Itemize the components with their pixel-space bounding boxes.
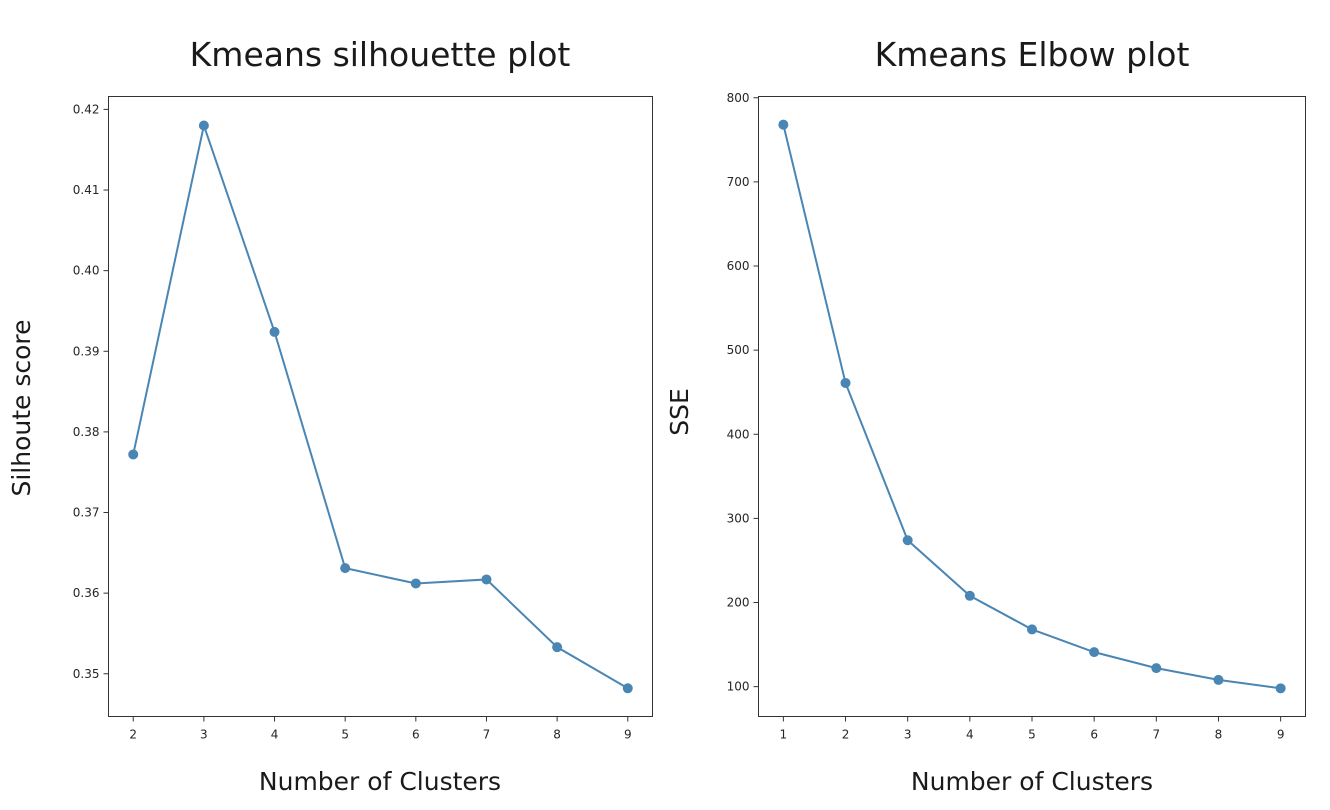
- elbow-plot-data-point: [1275, 683, 1286, 694]
- silhouette-plot-x-tick-label: 9: [624, 728, 632, 742]
- elbow-plot-data-point: [778, 119, 789, 130]
- silhouette-plot-y-tick-label: 0.39: [73, 344, 100, 358]
- silhouette-plot-data-point: [340, 563, 351, 574]
- elbow-plot-data-point: [1089, 647, 1100, 658]
- silhouette-plot-x-tick-label: 3: [200, 728, 208, 742]
- elbow-plot-x-tick-label: 5: [1028, 728, 1036, 742]
- silhouette-plot-series: [128, 120, 633, 694]
- silhouette-plot-y-tick-label: 0.41: [73, 183, 100, 197]
- elbow-plot-panel: Kmeans Elbow plot Number of Clusters SSE…: [665, 35, 1306, 796]
- elbow-plot-series-line: [782, 124, 1281, 690]
- elbow-plot-x-tick-label: 8: [1215, 728, 1223, 742]
- elbow-plot-y-tick-label: 700: [727, 175, 750, 189]
- elbow-plot-x-tick-label: 9: [1277, 728, 1285, 742]
- silhouette-plot-data-point: [481, 574, 492, 585]
- elbow-plot-y-tick-label: 800: [727, 91, 750, 105]
- elbow-plot-ticks: 1 2 3 4 5 6 7 8 9 100 200 300 400 500 600 700 800: [727, 91, 1285, 742]
- elbow-plot-data-point: [964, 590, 975, 601]
- silhouette-plot-y-tick-label: 0.35: [73, 667, 100, 681]
- elbow-plot-data-point: [902, 535, 913, 546]
- silhouette-plot-data-point: [128, 449, 139, 460]
- silhouette-plot-x-tick-label: 4: [271, 728, 279, 742]
- silhouette-plot-x-axis-label: Number of Clusters: [259, 767, 501, 796]
- elbow-plot-y-tick-label: 300: [727, 511, 750, 525]
- elbow-plot-x-tick-label: 3: [904, 728, 912, 742]
- silhouette-plot-data-point: [269, 326, 280, 337]
- elbow-plot-y-tick-label: 100: [727, 680, 750, 694]
- silhouette-plot-data-point: [198, 120, 209, 131]
- silhouette-plot-x-tick-label: 8: [553, 728, 561, 742]
- elbow-plot-y-tick-label: 600: [727, 259, 750, 273]
- elbow-plot-series: [778, 119, 1286, 694]
- elbow-plot-data-point: [1151, 663, 1162, 674]
- silhouette-plot-ticks: 2 3 4 5 6 7 8 9 0.35 0.36 0.37 0.38 0.39 0.40 0.41 0.42: [73, 102, 632, 741]
- elbow-plot-axes-frame: [758, 96, 1306, 717]
- silhouette-plot-y-tick-label: 0.36: [73, 586, 100, 600]
- elbow-plot-data-point: [1027, 624, 1037, 635]
- elbow-plot-x-tick-label: 6: [1090, 728, 1098, 742]
- silhouette-plot-axes-frame: [108, 96, 653, 717]
- silhouette-plot-data-point: [552, 642, 563, 653]
- elbow-plot-x-tick-label: 1: [780, 728, 788, 742]
- silhouette-plot-data-point: [410, 578, 421, 589]
- silhouette-plot-series-line: [132, 121, 629, 690]
- elbow-plot-title: Kmeans Elbow plot: [875, 35, 1190, 74]
- elbow-plot-y-tick-label: 500: [727, 343, 750, 357]
- silhouette-plot-y-tick-label: 0.37: [73, 506, 100, 520]
- elbow-plot-x-tick-label: 7: [1152, 728, 1160, 742]
- silhouette-plot-x-tick-label: 2: [129, 728, 137, 742]
- silhouette-plot-data-point: [622, 683, 633, 694]
- silhouette-plot-y-axis-label: Silhoute score: [7, 319, 36, 496]
- elbow-plot-x-tick-label: 4: [966, 728, 974, 742]
- silhouette-plot-y-tick-label: 0.38: [73, 425, 100, 439]
- elbow-plot-x-tick-label: 2: [842, 728, 850, 742]
- silhouette-plot-title: Kmeans silhouette plot: [190, 35, 571, 74]
- silhouette-plot-x-tick-label: 6: [412, 728, 420, 742]
- elbow-plot-x-axis-label: Number of Clusters: [911, 767, 1153, 796]
- elbow-plot-y-tick-label: 200: [727, 596, 750, 610]
- elbow-plot-y-axis-label: SSE: [665, 388, 694, 436]
- elbow-plot-data-point: [840, 377, 851, 388]
- silhouette-plot-panel: Kmeans silhouette plot Number of Cluster…: [7, 35, 653, 796]
- elbow-plot-data-point: [1213, 674, 1224, 685]
- silhouette-plot-x-tick-label: 5: [341, 728, 349, 742]
- silhouette-plot-y-tick-label: 0.40: [73, 264, 100, 278]
- silhouette-plot-y-tick-label: 0.42: [73, 102, 100, 116]
- elbow-plot-y-tick-label: 400: [727, 427, 750, 441]
- silhouette-plot-x-tick-label: 7: [483, 728, 491, 742]
